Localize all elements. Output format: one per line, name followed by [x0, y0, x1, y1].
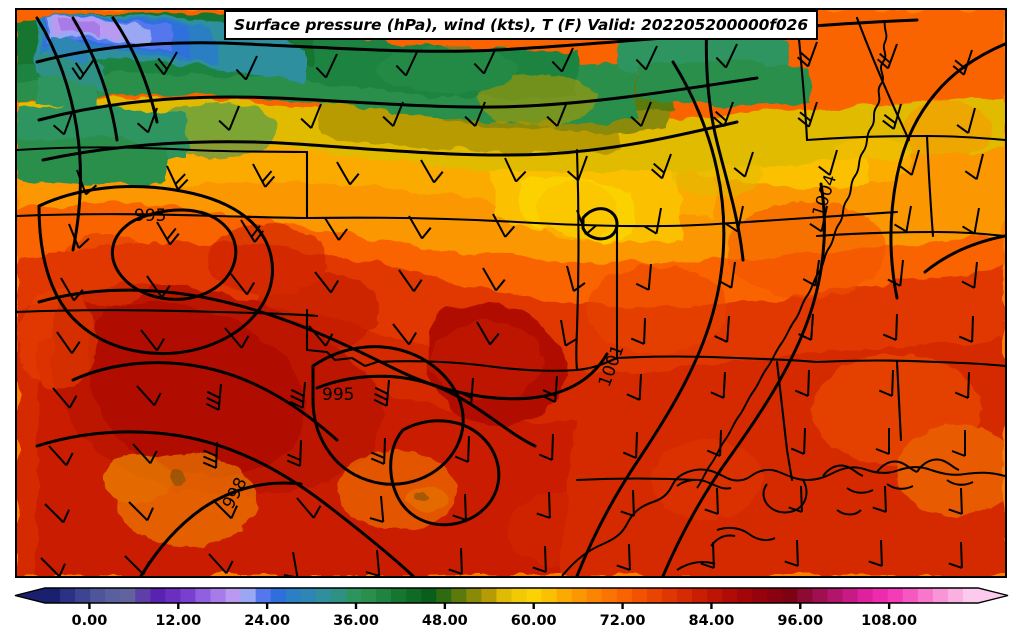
colorbar-tick-label: 36.00 [333, 613, 379, 629]
colorbar-tick-label: 60.00 [511, 613, 557, 629]
colorbar-band [421, 588, 437, 603]
colorbar-band [571, 588, 588, 603]
colorbar-band [556, 588, 573, 603]
colorbar-ticks [88, 603, 891, 609]
colorbar-band [511, 588, 528, 603]
colorbar-band [872, 588, 889, 603]
colorbar-band [270, 588, 287, 603]
colorbar-band [722, 588, 738, 603]
colorbar-band [767, 588, 783, 603]
colorbar-extend-low [15, 588, 45, 603]
colorbar-band [406, 588, 422, 603]
colorbar-band [376, 588, 392, 603]
coastline [561, 458, 1005, 576]
colorbar-band [120, 588, 136, 603]
colorbar-tick-label: 84.00 [688, 613, 734, 629]
colorbar-band [707, 588, 723, 603]
colorbar-band [135, 588, 151, 603]
colorbar-band [947, 588, 964, 603]
colorbar-tick-label: 12.00 [155, 613, 201, 629]
colorbar-band [857, 588, 874, 603]
colorbar-band [616, 588, 633, 603]
colorbar-container: 0.00 12.00 24.00 36.00 48.00 60.00 72.00 84.00 9… [0, 585, 1022, 633]
colorbar-band [737, 588, 753, 603]
colorbar-band [315, 588, 332, 603]
colorbar-band [180, 588, 197, 603]
colorbar-band [917, 588, 934, 603]
colorbar-tick-label: 72.00 [600, 613, 646, 629]
colorbar-band [345, 588, 362, 603]
colorbar-band [90, 588, 106, 603]
colorbar-band [526, 588, 543, 603]
colorbar-band [451, 588, 467, 603]
colorbar-band [210, 588, 227, 603]
colorbar-band [601, 588, 618, 603]
colorbar-band [932, 588, 949, 603]
colorbar-band [646, 588, 663, 603]
colorbar-band [330, 588, 347, 603]
colorbar-band [692, 588, 708, 603]
colorbar-outline [14, 587, 1009, 604]
colorbar-band [45, 588, 61, 603]
colorbar-band [677, 588, 693, 603]
colorbar-band [842, 588, 859, 603]
colorbar-band [391, 588, 407, 603]
colorbar-band [902, 588, 919, 603]
colorbar-band [105, 588, 121, 603]
colorbar-band [797, 588, 814, 603]
colorbar-band [661, 588, 678, 603]
colorbar-band [255, 588, 272, 603]
colorbar-band [586, 588, 603, 603]
colorbar-band [782, 588, 799, 603]
colorbar-band [150, 588, 166, 603]
colorbar-band [827, 588, 844, 603]
colorbar-tick-label: 48.00 [422, 613, 468, 629]
map-title-text: Surface pressure (hPa), wind (kts), T (F… [234, 16, 809, 34]
river-boundary [696, 19, 888, 489]
map-frame[interactable]: 995 995 998 1001 1004 [15, 8, 1007, 578]
colorbar-band [481, 588, 498, 603]
colorbar-band [165, 588, 182, 603]
colorbar-band [962, 588, 979, 603]
pressure-contours [35, 16, 1005, 576]
colorbar-band [75, 588, 91, 603]
colorbar-svg[interactable]: 0.00 12.00 24.00 36.00 48.00 60.00 72.00 84.00 9… [0, 585, 1022, 633]
contour-label-995-central: 995 [322, 385, 354, 405]
colorbar-band [361, 588, 377, 603]
colorbar-band [60, 588, 76, 603]
colorbar-tick-label: 24.00 [244, 613, 290, 629]
colorbar-extend-high [978, 588, 1008, 603]
colorbar-band [541, 588, 558, 603]
map-title-box: Surface pressure (hPa), wind (kts), T (F… [224, 10, 819, 40]
colorbar-band [225, 588, 242, 603]
colorbar-band [887, 588, 904, 603]
colorbar-band [300, 588, 317, 603]
colorbar-band [631, 588, 648, 603]
colorbar-band [466, 588, 482, 603]
colorbar-bands [14, 587, 1009, 604]
contour-label-995-west: 995 [134, 206, 166, 226]
colorbar-tick-labels: 0.00 12.00 24.00 36.00 48.00 60.00 72.00 84.00 9… [72, 613, 918, 629]
colorbar-tick-label: 0.00 [72, 613, 108, 629]
colorbar-band [496, 588, 513, 603]
colorbar-band [752, 588, 768, 603]
wind-barbs [40, 41, 984, 576]
colorbar-band [240, 588, 257, 603]
colorbar-band [436, 588, 452, 603]
temperature-mottle [17, 46, 1005, 570]
colorbar-tick-label: 108.00 [861, 613, 917, 629]
colorbar-band [195, 588, 212, 603]
colorbar-band [285, 588, 302, 603]
map-canvas[interactable]: 995 995 998 1001 1004 [17, 10, 1005, 576]
colorbar-band [812, 588, 829, 603]
colorbar-tick-label: 96.00 [777, 613, 823, 629]
